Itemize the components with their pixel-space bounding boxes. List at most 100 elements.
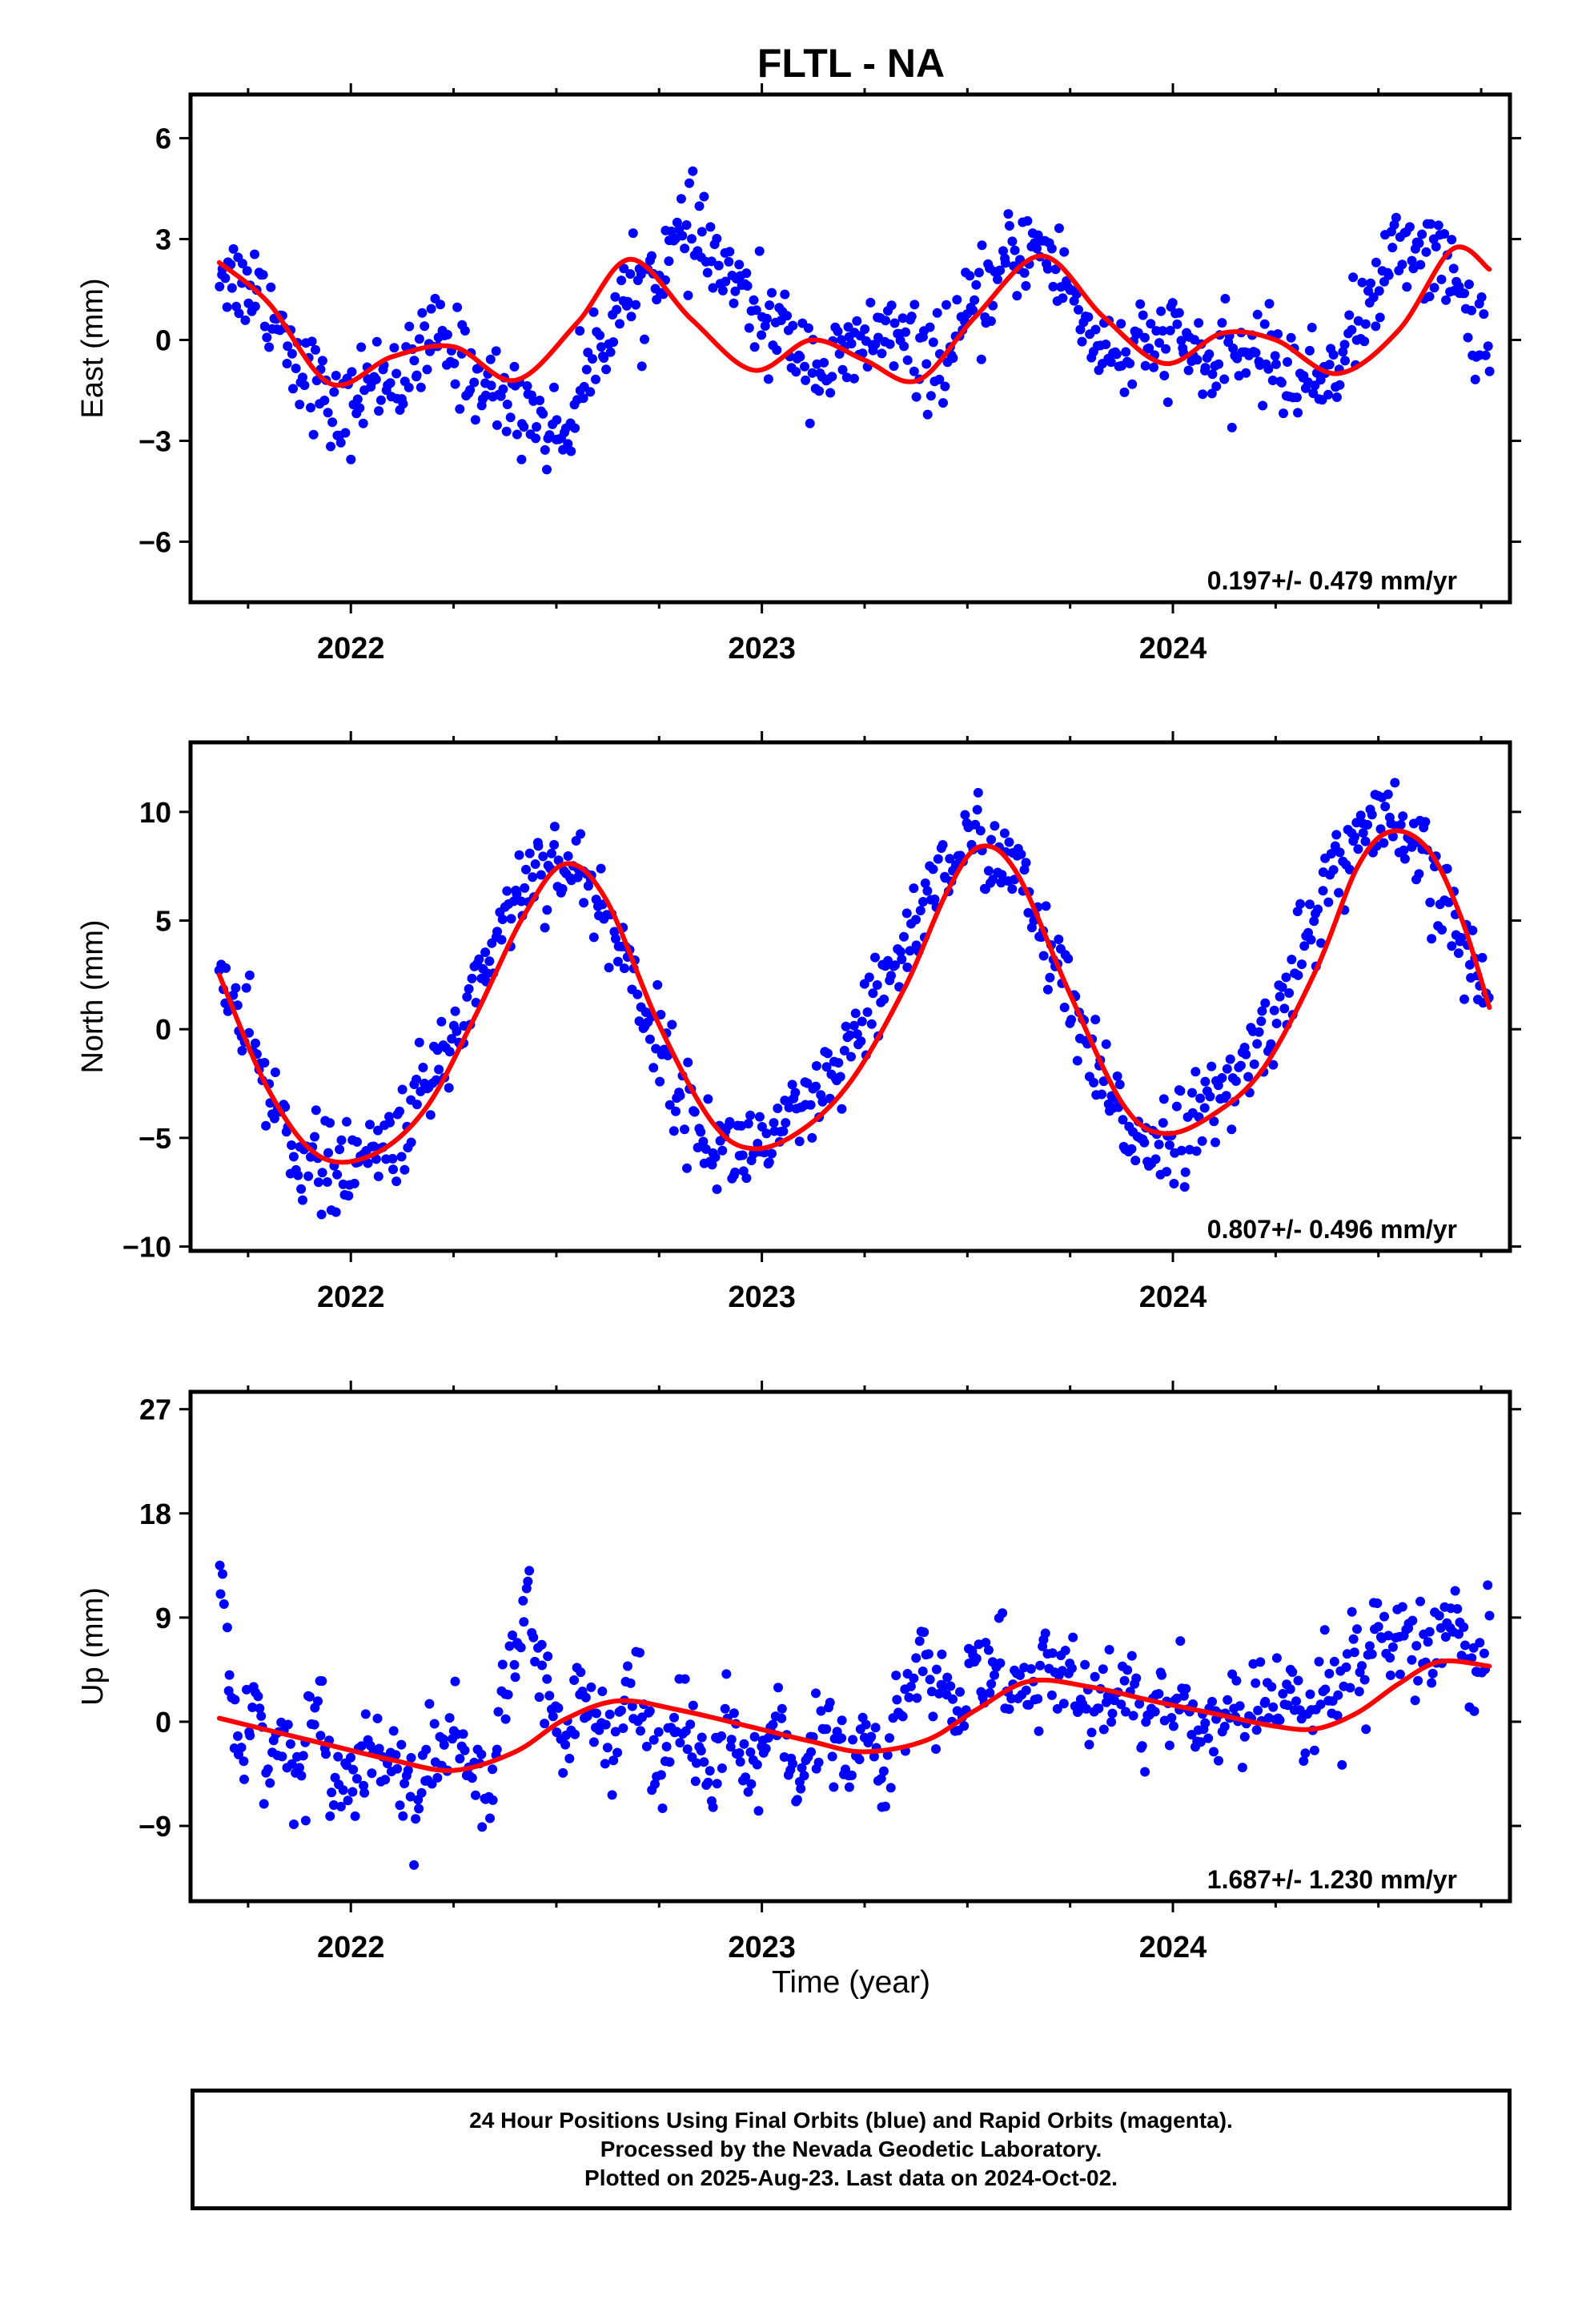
data-point (1059, 247, 1070, 257)
data-point (948, 1694, 958, 1704)
data-point (780, 289, 790, 300)
data-point (558, 1767, 568, 1778)
data-point (1211, 381, 1222, 392)
data-point (323, 408, 333, 418)
data-point (1271, 1019, 1282, 1028)
data-point (416, 382, 426, 392)
data-point (1122, 1665, 1133, 1675)
data-point (1352, 1624, 1362, 1634)
data-point (1433, 220, 1443, 231)
data-point (1375, 824, 1386, 834)
data-point (930, 895, 940, 904)
data-point (1367, 810, 1377, 820)
data-point (1083, 312, 1094, 322)
data-point (1006, 1694, 1017, 1703)
data-point (926, 391, 936, 401)
data-point (1220, 294, 1231, 304)
data-point (439, 1739, 449, 1750)
data-point (1375, 312, 1385, 323)
data-point (442, 329, 452, 340)
data-point (391, 1750, 401, 1760)
footer-line-2: Processed by the Nevada Geodetic Laborat… (600, 2137, 1102, 2161)
data-point (623, 1661, 632, 1671)
data-point (1015, 1671, 1025, 1680)
data-point (827, 1751, 837, 1762)
data-point (486, 380, 496, 391)
data-point (1125, 358, 1135, 368)
data-point (837, 364, 848, 375)
data-point (1305, 899, 1315, 910)
data-point (343, 1795, 353, 1806)
data-point (239, 1774, 249, 1784)
data-point (1038, 951, 1049, 961)
data-point (664, 256, 674, 267)
data-point (1379, 838, 1389, 848)
data-point (879, 994, 889, 1004)
data-point (909, 300, 920, 310)
data-point (411, 1814, 421, 1824)
data-point (1204, 349, 1215, 360)
data-point (342, 1116, 351, 1127)
data-point (1469, 1706, 1480, 1716)
data-point (1305, 1689, 1315, 1699)
data-point (1293, 970, 1303, 980)
data-point (1144, 343, 1154, 353)
data-point (909, 883, 919, 894)
data-point (501, 426, 512, 436)
data-point (1395, 1669, 1405, 1679)
data-point (504, 1641, 515, 1651)
data-point (959, 1721, 970, 1731)
data-point (601, 364, 612, 375)
data-point (498, 384, 508, 394)
data-point (250, 249, 259, 259)
data-point (578, 393, 588, 404)
data-point (491, 346, 501, 356)
data-point (352, 394, 363, 404)
data-point (1480, 350, 1491, 360)
data-point (746, 1779, 757, 1789)
data-point (510, 1672, 520, 1683)
data-point (814, 386, 825, 396)
data-point (998, 246, 1008, 256)
data-point (380, 1775, 391, 1785)
data-point (707, 1160, 717, 1170)
data-point (1258, 400, 1268, 411)
data-point (915, 906, 926, 915)
data-point (576, 829, 586, 839)
data-point (1241, 368, 1251, 378)
data-point (436, 1016, 447, 1027)
data-point (1257, 1006, 1267, 1016)
data-point (1203, 1733, 1214, 1743)
data-point (1214, 1755, 1223, 1766)
data-point (841, 1021, 851, 1031)
data-point (870, 952, 880, 963)
data-point (530, 1656, 540, 1667)
data-point (897, 313, 908, 324)
data-point (1252, 1039, 1263, 1049)
data-point (528, 872, 538, 883)
data-point (549, 822, 560, 832)
data-point (259, 321, 270, 332)
data-point (1080, 1659, 1090, 1670)
data-point (349, 1178, 359, 1188)
data-point (358, 418, 368, 428)
data-point (764, 1157, 774, 1168)
data-point (1431, 242, 1441, 251)
data-point (773, 1683, 783, 1693)
data-point (1387, 1642, 1398, 1652)
data-point (1264, 299, 1275, 309)
data-point (1007, 884, 1018, 895)
data-point (1198, 389, 1208, 400)
data-point (788, 1759, 798, 1769)
data-point (356, 342, 367, 352)
data-point (712, 234, 722, 243)
data-point (1022, 215, 1033, 226)
data-point (327, 417, 338, 428)
data-point (1116, 1699, 1126, 1710)
data-point (885, 1783, 896, 1793)
data-point (409, 1860, 420, 1870)
data-point (857, 1016, 867, 1027)
data-point (1263, 364, 1274, 374)
x-tick-label: 2024 (1139, 632, 1207, 665)
data-point (569, 1675, 580, 1685)
